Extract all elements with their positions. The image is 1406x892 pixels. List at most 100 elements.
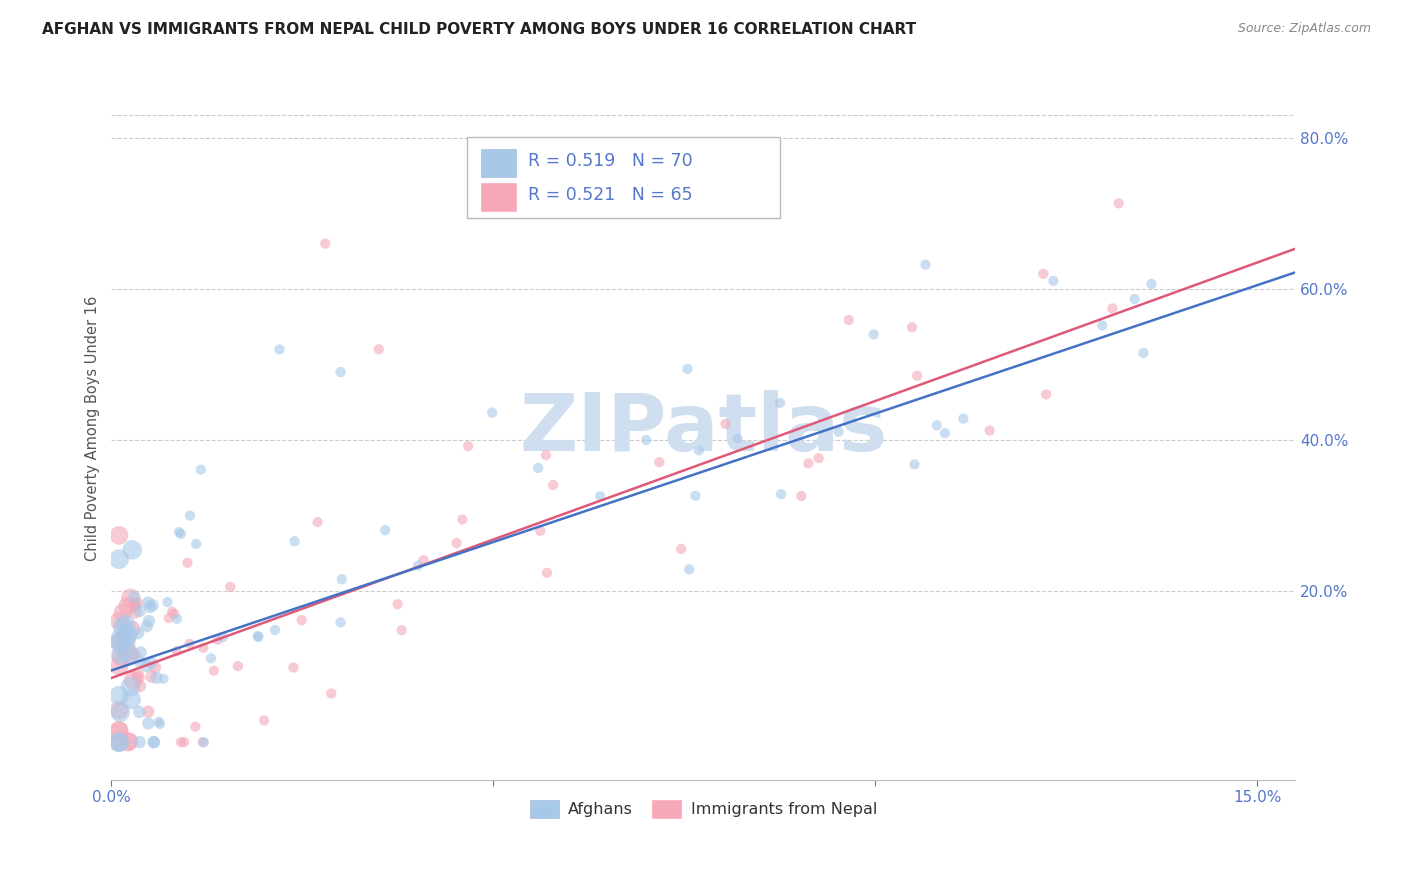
Point: [536, 566, 558, 580]
Point: [648, 455, 671, 469]
Bar: [481, 149, 516, 177]
Point: [118, 734, 141, 748]
Point: [176, 556, 198, 570]
Point: [727, 432, 749, 446]
Point: [253, 714, 276, 728]
Point: [138, 614, 160, 628]
Point: [193, 735, 215, 749]
Point: [142, 599, 165, 613]
Point: [329, 615, 352, 630]
Point: [676, 362, 699, 376]
Point: [179, 637, 201, 651]
Point: [246, 629, 269, 643]
Point: [769, 396, 792, 410]
Point: [108, 703, 131, 717]
Point: [108, 724, 131, 739]
Point: [108, 659, 131, 673]
Y-axis label: Child Poverty Among Boys Under 16: Child Poverty Among Boys Under 16: [86, 296, 100, 561]
Point: [367, 343, 389, 357]
Point: [446, 536, 468, 550]
Point: [173, 735, 195, 749]
Point: [934, 426, 956, 441]
Text: R = 0.521   N = 65: R = 0.521 N = 65: [529, 186, 693, 204]
Point: [190, 462, 212, 476]
Point: [193, 640, 215, 655]
Point: [166, 644, 188, 658]
Point: [117, 646, 139, 660]
Point: [374, 523, 396, 537]
Point: [1101, 301, 1123, 316]
Point: [170, 527, 193, 541]
Point: [128, 604, 150, 618]
Point: [127, 626, 149, 640]
Point: [115, 641, 138, 656]
Point: [135, 659, 157, 673]
Point: [148, 714, 170, 729]
Point: [291, 613, 314, 627]
Point: [1032, 267, 1054, 281]
Point: [678, 562, 700, 576]
Point: [139, 599, 162, 614]
Point: [838, 313, 860, 327]
Point: [1108, 196, 1130, 211]
Point: [1091, 318, 1114, 333]
Point: [110, 648, 132, 662]
Point: [167, 525, 190, 540]
Point: [179, 508, 201, 523]
Point: [527, 461, 550, 475]
Point: [186, 537, 208, 551]
Point: [534, 448, 557, 462]
Point: [688, 443, 710, 458]
Point: [108, 735, 131, 749]
Text: R = 0.519   N = 70: R = 0.519 N = 70: [529, 153, 693, 170]
Point: [914, 258, 936, 272]
Point: [124, 647, 146, 661]
Point: [129, 645, 152, 659]
Point: [387, 597, 409, 611]
Point: [117, 626, 139, 640]
Point: [157, 611, 180, 625]
Point: [129, 679, 152, 693]
Point: [128, 671, 150, 685]
Point: [135, 619, 157, 633]
Point: [166, 612, 188, 626]
Point: [979, 424, 1001, 438]
Point: [391, 624, 413, 638]
Point: [170, 735, 193, 749]
Point: [156, 595, 179, 609]
Point: [481, 406, 503, 420]
Point: [136, 595, 159, 609]
Point: [111, 620, 134, 634]
Point: [770, 487, 793, 501]
Point: [108, 705, 131, 719]
Point: [152, 672, 174, 686]
Text: AFGHAN VS IMMIGRANTS FROM NEPAL CHILD POVERTY AMONG BOYS UNDER 16 CORRELATION CH: AFGHAN VS IMMIGRANTS FROM NEPAL CHILD PO…: [42, 22, 917, 37]
Point: [110, 649, 132, 664]
FancyBboxPatch shape: [467, 137, 780, 218]
Point: [807, 451, 830, 466]
Point: [117, 628, 139, 642]
Point: [120, 680, 142, 694]
Point: [108, 614, 131, 628]
Point: [117, 735, 139, 749]
Point: [108, 723, 131, 738]
Point: [862, 327, 884, 342]
Point: [797, 456, 820, 470]
Point: [1035, 387, 1057, 401]
Point: [1123, 292, 1146, 306]
Point: [108, 636, 131, 650]
Point: [903, 458, 925, 472]
Point: [117, 599, 139, 614]
Point: [283, 660, 305, 674]
Point: [184, 720, 207, 734]
Point: [139, 656, 162, 670]
Point: [211, 630, 233, 644]
Text: ZIPatlas: ZIPatlas: [519, 390, 887, 467]
Point: [145, 671, 167, 685]
Point: [142, 735, 165, 749]
Point: [321, 686, 343, 700]
Point: [128, 735, 150, 749]
Point: [636, 433, 658, 447]
Bar: [481, 183, 516, 211]
Point: [669, 541, 692, 556]
